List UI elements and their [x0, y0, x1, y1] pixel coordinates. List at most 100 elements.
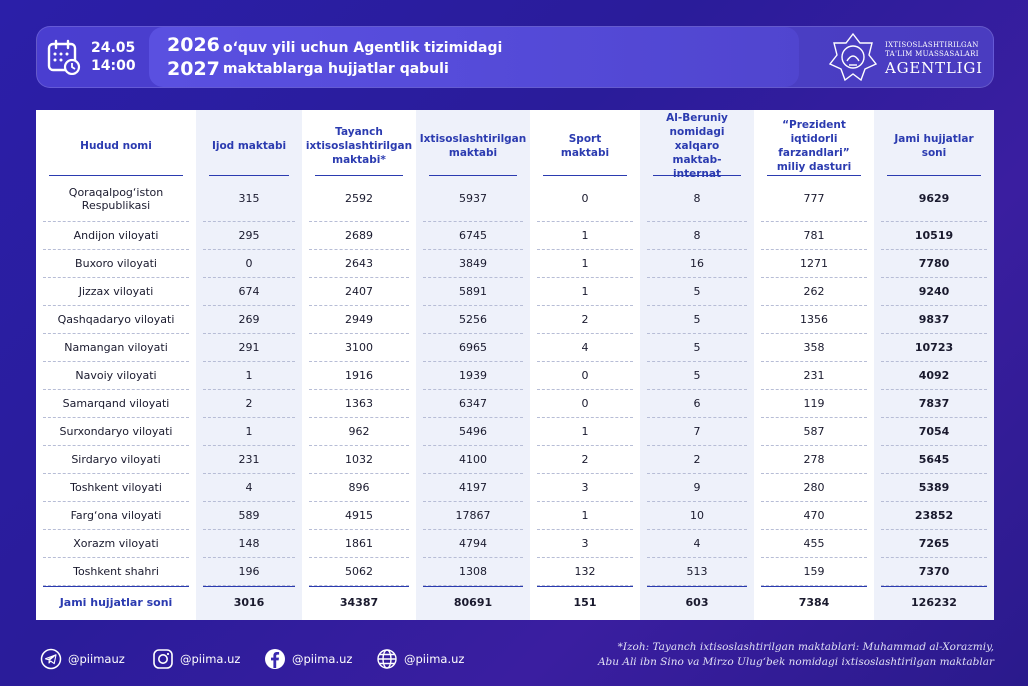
cell-text: 7370 [881, 558, 987, 586]
table-row: Jizzax viloyati 674 2407 5891 1 5 262 9240 [36, 278, 994, 306]
cell-text: 5 [647, 306, 747, 334]
cell-text: 7 [647, 418, 747, 446]
value-cell: 5 [640, 306, 754, 334]
cell-text: 1308 [423, 558, 523, 586]
cell-text: 8 [647, 222, 747, 250]
agency-logo: IXTISOSLASHTIRILGAN TA'LIM MUASSASALARI … [827, 31, 987, 85]
cell-text: 6965 [423, 334, 523, 362]
facebook-icon [265, 649, 285, 669]
value-cell: 3100 [302, 334, 416, 362]
cell-text: Farg‘ona viloyati [43, 502, 189, 530]
cell-text: 5937 [423, 176, 523, 222]
cell-text: 2689 [309, 222, 409, 250]
cell-text: Sirdaryo viloyati [43, 446, 189, 474]
cell-text: 7265 [881, 530, 987, 558]
cell-text: Jami hujjatlar soni [43, 586, 189, 618]
cell-text: Navoiy viloyati [43, 362, 189, 390]
value-cell: 4 [196, 474, 302, 502]
value-cell: 1363 [302, 390, 416, 418]
value-cell: 6347 [416, 390, 530, 418]
cell-text: 674 [203, 278, 295, 306]
cell-text: 9837 [881, 306, 987, 334]
cell-text: 1032 [309, 446, 409, 474]
column-header-label: Ixtisoslashtirilgan maktabi [420, 116, 526, 176]
value-cell: 1 [530, 418, 640, 446]
total-cell: 7780 [874, 250, 994, 278]
cell-text: 2 [537, 446, 633, 474]
value-cell: 5937 [416, 176, 530, 222]
cell-text: 9629 [881, 176, 987, 222]
instagram-link[interactable]: @piima.uz [152, 648, 240, 670]
total-cell: 10519 [874, 222, 994, 250]
region-cell: Qashqadaryo viloyati [36, 306, 196, 334]
website-link[interactable]: @piima.uz [376, 648, 464, 670]
cell-text: 10723 [881, 334, 987, 362]
logo-line-1: IXTISOSLASHTIRILGAN [885, 41, 979, 49]
cell-text: 1 [203, 418, 295, 446]
cell-text: 269 [203, 306, 295, 334]
cell-text: 5 [647, 278, 747, 306]
region-cell: Buxoro viloyati [36, 250, 196, 278]
total-cell: 7265 [874, 530, 994, 558]
value-cell: 5496 [416, 418, 530, 446]
value-cell: 8 [640, 222, 754, 250]
table-row: Xorazm viloyati 148 1861 4794 3 4 455 7265 [36, 530, 994, 558]
cell-text: 80691 [423, 586, 523, 618]
cell-text: 148 [203, 530, 295, 558]
total-cell: 10723 [874, 334, 994, 362]
cell-text: 1 [203, 362, 295, 390]
logo-line-2: TA'LIM MUASSASALARI [885, 50, 979, 58]
cell-text: 1939 [423, 362, 523, 390]
cell-text: 23852 [881, 502, 987, 530]
cell-text: Qashqadaryo viloyati [43, 306, 189, 334]
value-cell: 2689 [302, 222, 416, 250]
logo-line-3: AGENTLIGI [885, 59, 983, 77]
value-cell: 231 [196, 446, 302, 474]
instagram-handle: @piima.uz [180, 652, 241, 666]
total-cell: 5389 [874, 474, 994, 502]
value-cell: 6965 [416, 334, 530, 362]
cell-text: 470 [761, 502, 867, 530]
cell-text: 4100 [423, 446, 523, 474]
footnote-line-1: *Izoh: Tayanch ixtisoslashtirilgan makta… [617, 641, 994, 653]
cell-text: 603 [647, 586, 747, 618]
total-cell: 7370 [874, 558, 994, 586]
cell-text: 781 [761, 222, 867, 250]
column-header: Jami hujjatlar soni [874, 110, 994, 176]
table-row: Qoraqalpog‘iston Respublikasi 315 2592 5937… [36, 176, 994, 222]
cell-text: 962 [309, 418, 409, 446]
table-row: Navoiy viloyati 1 1916 1939 0 5 231 4092 [36, 362, 994, 390]
cell-text: 1 [537, 250, 633, 278]
value-cell: 1 [530, 250, 640, 278]
value-cell: 896 [302, 474, 416, 502]
time-value: 14:00 [91, 58, 136, 74]
table-row: Andijon viloyati 295 2689 6745 1 8 781 10519 [36, 222, 994, 250]
cell-text: 6745 [423, 222, 523, 250]
column-header-label: Tayanch ixtisoslashtirilgan maktabi* [306, 116, 412, 176]
table-row: Qashqadaryo viloyati 269 2949 5256 2 5 1356 983… [36, 306, 994, 334]
cell-text: 132 [537, 558, 633, 586]
value-cell: 1032 [302, 446, 416, 474]
value-cell: 4 [640, 530, 754, 558]
region-cell: Qoraqalpog‘iston Respublikasi [36, 176, 196, 222]
column-header-label: Hudud nomi [49, 116, 183, 176]
value-cell: 7 [640, 418, 754, 446]
cell-text: 151 [537, 586, 633, 618]
applications-table: Hudud nomi Ijod maktabi Tayanch ixtisoslas… [36, 110, 994, 618]
cell-text: Qoraqalpog‘iston Respublikasi [43, 176, 189, 222]
cell-text: 4 [537, 334, 633, 362]
cell-text: 3100 [309, 334, 409, 362]
facebook-link[interactable]: @piima.uz [264, 648, 352, 670]
value-cell: 455 [754, 530, 874, 558]
value-cell: 315 [196, 176, 302, 222]
region-cell: Toshkent shahri [36, 558, 196, 586]
value-cell: 231 [754, 362, 874, 390]
date-value: 24.05 [91, 40, 136, 56]
value-cell: 5 [640, 278, 754, 306]
cell-text: 7837 [881, 390, 987, 418]
telegram-link[interactable]: @piimauz [40, 648, 125, 670]
cell-text: 9 [647, 474, 747, 502]
cell-text: 1 [537, 418, 633, 446]
value-cell: 132 [530, 558, 640, 586]
cell-text: 2 [537, 306, 633, 334]
